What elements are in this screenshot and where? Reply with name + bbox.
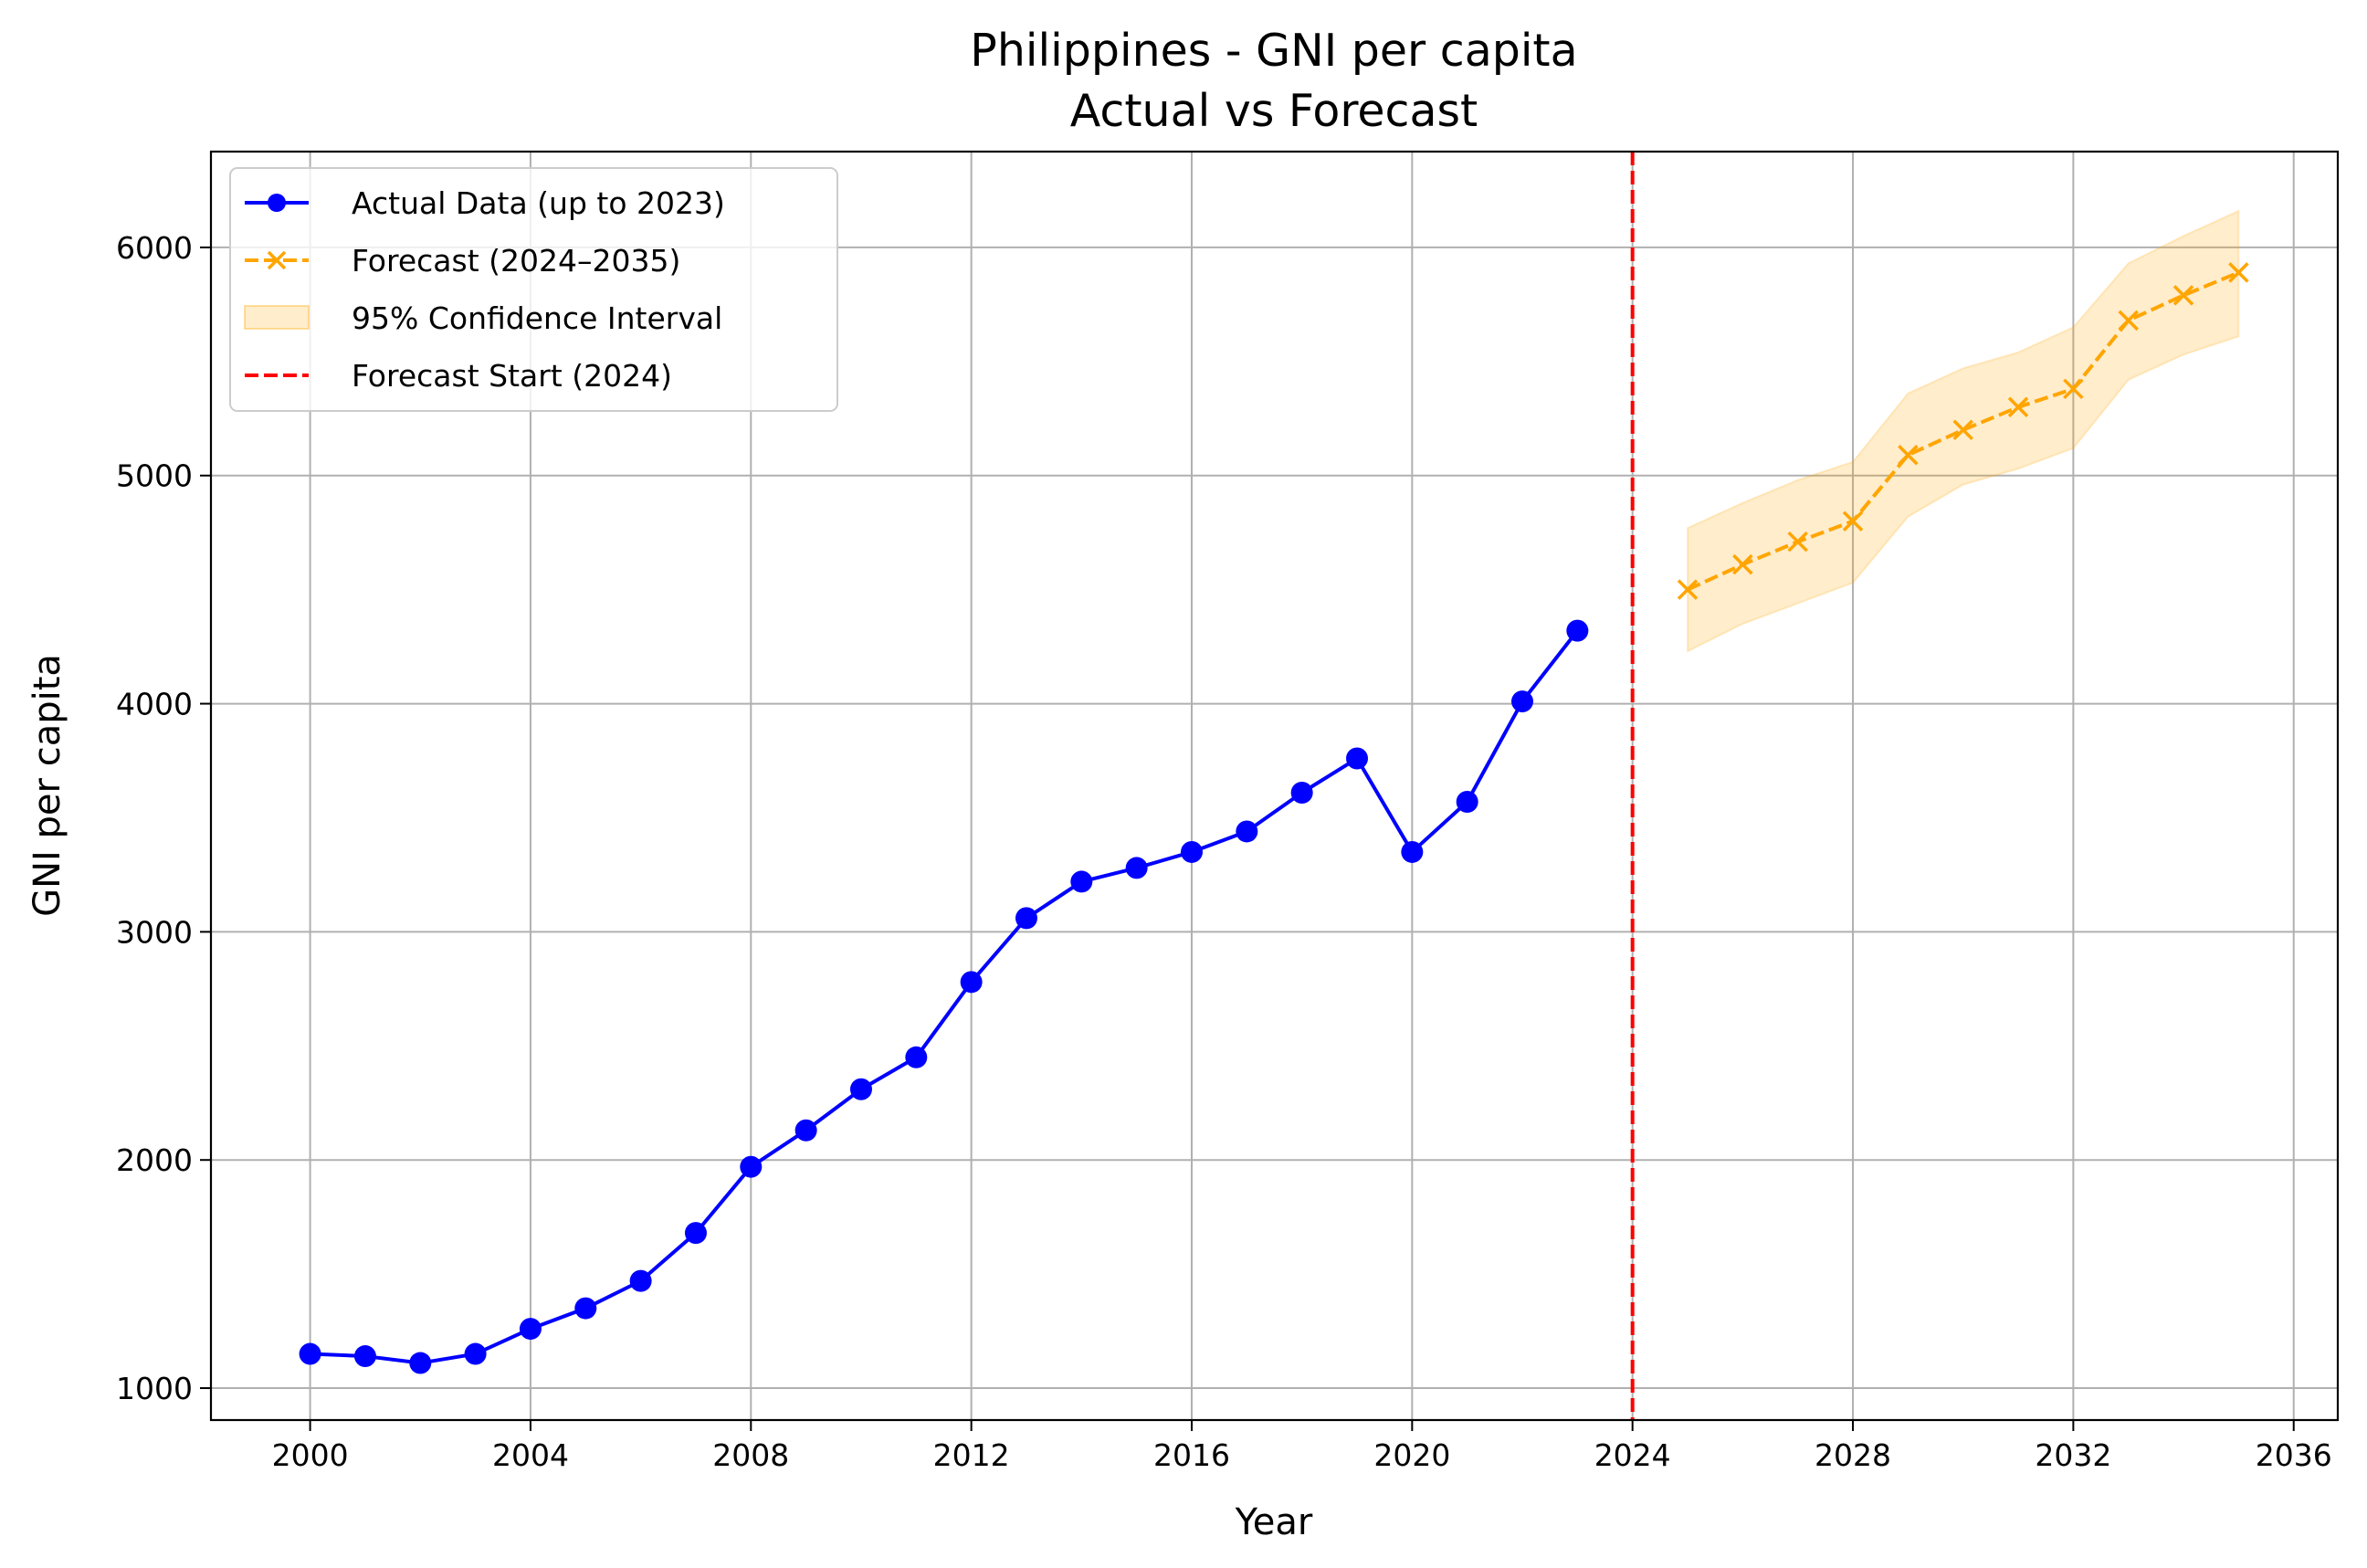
legend-forecast-start-label: Forecast Start (2024): [352, 358, 672, 394]
forecast-data-point: [1898, 445, 1919, 466]
chart-title: Philippines - GNI per capita: [970, 25, 1577, 77]
legend-item-actual: Actual Data (up to 2023): [245, 185, 725, 221]
x-tick-label: 2032: [2035, 1437, 2111, 1473]
actual-data-point: [353, 1345, 376, 1368]
series-layer: [299, 262, 2249, 1374]
x-tick-label: 2004: [492, 1437, 569, 1473]
x-axis-label: Year: [1235, 1501, 1313, 1543]
plot-frame: [209, 150, 2340, 1422]
legend-confidence-label: 95% Confidence Interval: [352, 300, 722, 336]
actual-data-point: [574, 1297, 597, 1320]
x-tick-label: 2028: [1815, 1437, 1891, 1473]
actual-data-point: [519, 1318, 542, 1341]
legend-confidence-swatch: [244, 305, 310, 330]
x-tick-label: 2000: [272, 1437, 349, 1473]
forecast-data-point: [1842, 510, 1864, 531]
actual-data-point: [464, 1342, 487, 1365]
legend-box: [229, 167, 838, 412]
actual-data-point: [1290, 781, 1313, 804]
y-tick-label: 6000: [116, 230, 193, 266]
actual-data-point: [1346, 747, 1369, 770]
actual-data-point: [1236, 820, 1258, 843]
forecast-series-line: [1687, 270, 2240, 592]
actual-data-point: [299, 1342, 321, 1365]
actual-data-point: [1511, 690, 1534, 713]
legend-item-confidence: 95% Confidence Interval: [244, 300, 722, 336]
actual-data-point: [794, 1119, 817, 1142]
forecast-data-point: [2118, 310, 2139, 331]
actual-data-point: [1180, 840, 1203, 863]
y-tick-label: 1000: [116, 1371, 193, 1406]
forecast-data-point: [1952, 419, 1973, 441]
actual-data-point: [1456, 790, 1478, 813]
y-tick-label: 5000: [116, 458, 193, 494]
x-tick-label: 2016: [1153, 1437, 1230, 1473]
legend: Actual Data (up to 2023) Forecast (2024–…: [229, 167, 838, 412]
y-axis-ticks: 1000 2000 3000 4000 5000 6000: [116, 230, 211, 1406]
forecast-data-point: [1787, 531, 1808, 552]
actual-data-point: [409, 1352, 432, 1374]
actual-data-point: [1125, 857, 1148, 879]
actual-data-point: [629, 1269, 652, 1292]
x-tick-label: 2008: [712, 1437, 789, 1473]
forecast-data-point: [1677, 579, 1699, 600]
actual-data-point: [960, 971, 983, 994]
forecast-data-point: [2007, 396, 2029, 418]
forecast-data-point: [2172, 285, 2194, 306]
x-tick-label: 2020: [1373, 1437, 1450, 1473]
legend-actual-label: Actual Data (up to 2023): [352, 185, 725, 221]
legend-item-forecast: Forecast (2024–2035): [245, 243, 680, 279]
forecast-data-point: [2063, 378, 2084, 400]
legend-forecast-label: Forecast (2024–2035): [352, 243, 680, 279]
x-tick-label: 2012: [933, 1437, 1010, 1473]
actual-data-point: [1015, 907, 1037, 930]
y-tick-label: 2000: [116, 1142, 193, 1178]
actual-data-point: [1070, 870, 1093, 893]
actual-data-point: [905, 1046, 928, 1068]
legend-actual-marker: [268, 194, 286, 212]
x-axis-ticks: 2000 2004 2008 2012 2016 2020 2024 2028 2032 2036: [272, 1420, 2332, 1473]
chart-subtitle: Actual vs Forecast: [1070, 85, 1478, 137]
y-axis-label: GNI per capita: [26, 654, 68, 917]
actual-data-point: [1401, 840, 1424, 863]
actual-data-point: [740, 1155, 763, 1178]
actual-data-point: [849, 1078, 872, 1100]
x-tick-label: 2024: [1594, 1437, 1671, 1473]
grid-lines: [211, 152, 2338, 1420]
legend-forecast-marker: [267, 250, 287, 270]
x-tick-label: 2036: [2256, 1437, 2332, 1473]
actual-series-line: [310, 629, 1579, 1365]
y-tick-label: 3000: [116, 914, 193, 950]
actual-data-point: [684, 1222, 707, 1245]
y-tick-label: 4000: [116, 687, 193, 722]
forecast-data-point: [2228, 262, 2249, 283]
legend-item-forecast-start: Forecast Start (2024): [245, 358, 672, 394]
forecast-data-point: [1732, 553, 1753, 575]
actual-data-point: [1566, 619, 1589, 642]
